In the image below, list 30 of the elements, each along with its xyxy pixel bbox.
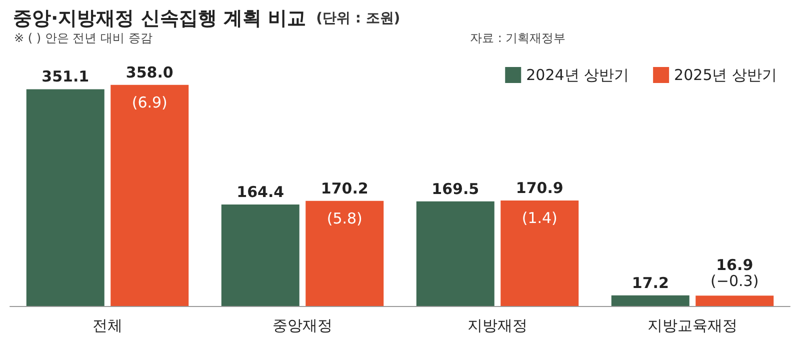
data-label: 16.9 bbox=[716, 256, 754, 274]
annotation: (−0.3) bbox=[710, 272, 759, 290]
text: 자료 : 기획재정부 bbox=[470, 31, 566, 45]
annotation: (5.8) bbox=[326, 209, 362, 228]
x-tick-label: 전체 bbox=[92, 316, 122, 334]
chart-title: 중앙·지방재정 신속집행 계획 비교 bbox=[13, 8, 306, 30]
x-tick-label: 중앙재정 bbox=[272, 316, 332, 334]
data-label: 351.1 bbox=[42, 68, 90, 86]
bar bbox=[26, 89, 104, 306]
bar bbox=[221, 204, 300, 306]
legend-label: 2025년 상반기 bbox=[674, 66, 778, 84]
data-label: 17.2 bbox=[632, 274, 669, 292]
data-label: 170.9 bbox=[516, 178, 564, 197]
bar bbox=[416, 201, 494, 306]
bar bbox=[611, 295, 690, 306]
bar bbox=[110, 84, 189, 306]
data-label: 164.4 bbox=[236, 182, 284, 201]
data-label: 169.5 bbox=[432, 180, 480, 198]
data-label: 358.0 bbox=[126, 63, 174, 82]
chart-subtitle: (단위 : 조원) bbox=[316, 10, 400, 26]
bar bbox=[500, 200, 579, 306]
x-tick-label: 지방재정 bbox=[468, 316, 528, 334]
annotation: (6.9) bbox=[132, 93, 168, 112]
bar bbox=[696, 296, 774, 306]
legend-label: 2024년 상반기 bbox=[526, 66, 630, 84]
bar bbox=[306, 200, 384, 306]
annotation: (1.4) bbox=[522, 208, 558, 227]
data-label: 170.2 bbox=[320, 179, 368, 198]
x-tick-label: 지방교육재정 bbox=[648, 316, 738, 334]
text: ※ ( ) 안은 전년 대비 증감 bbox=[14, 31, 152, 45]
